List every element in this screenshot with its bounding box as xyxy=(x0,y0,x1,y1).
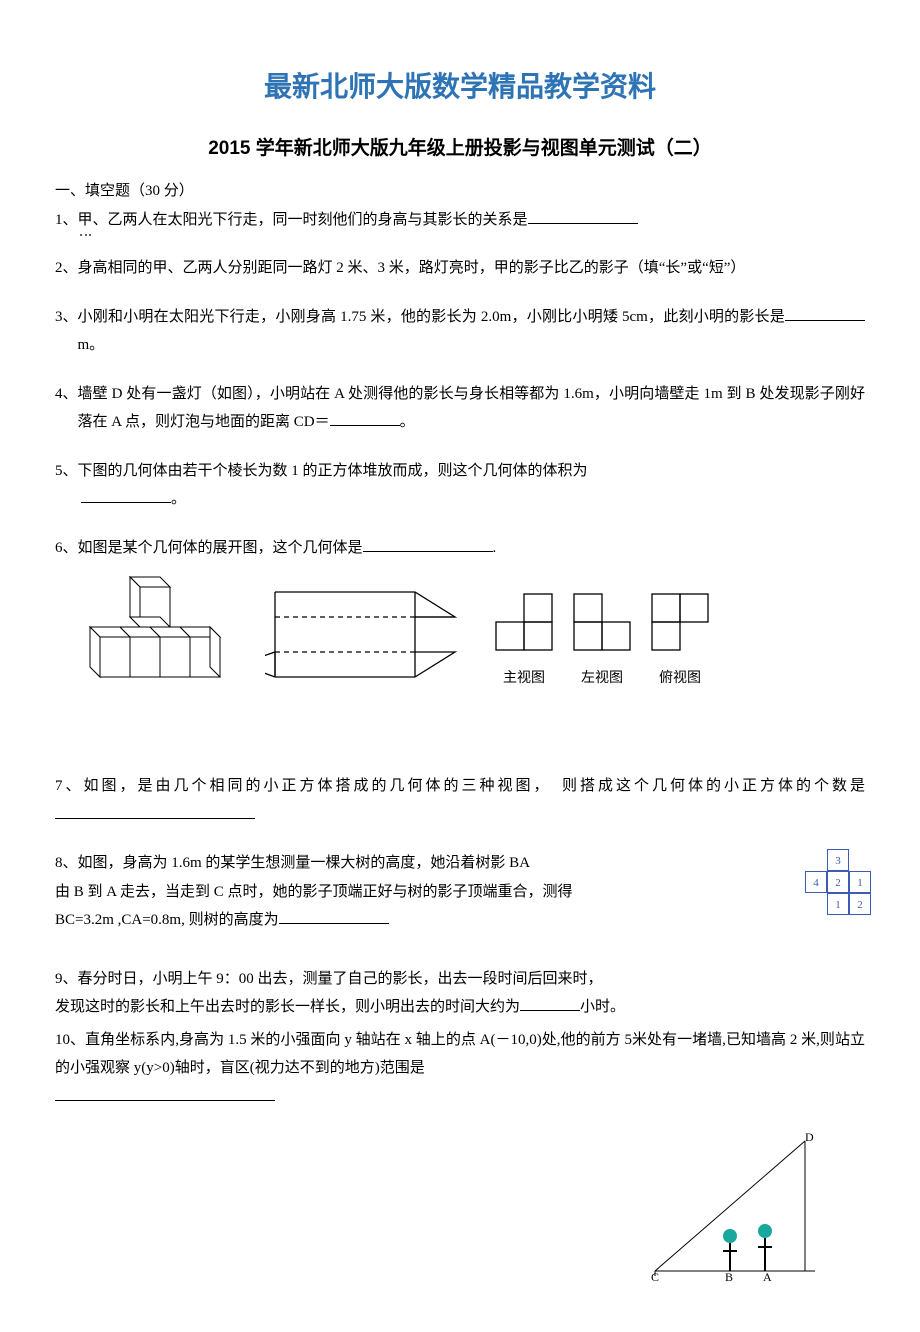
q8-text-c: BC=3.2m ,CA=0.8m, 则树的高度为 xyxy=(55,912,279,928)
prism-net-icon xyxy=(265,582,465,692)
question-3: 3、 小刚和小明在太阳光下行走，小刚身高 1.75 米，他的影长为 2.0m，小… xyxy=(55,303,865,360)
question-2: 2、 身高相同的甲、乙两人分别距同一路灯 2 米、3 米，路灯亮时，甲的影子比乙… xyxy=(55,254,865,283)
q9-unit: 小时。 xyxy=(580,999,625,1015)
q3-blank xyxy=(785,305,865,321)
q1-num: 1、 xyxy=(55,212,78,228)
q4-text: 墙壁 D 处有一盏灯（如图），小明站在 A 处测得他的影长与身长相等都为 1.6… xyxy=(78,386,865,431)
question-10: 10、直角坐标系内,身高为 1.5 米的小强面向 y 轴站在 x 轴上的点 A(… xyxy=(55,1026,865,1112)
q1-text-a: 甲 xyxy=(78,206,93,235)
label-C: C xyxy=(651,1270,659,1281)
left-view-icon xyxy=(573,593,631,651)
q10-text: 直角坐标系内,身高为 1.5 米的小强面向 y 轴站在 x 轴上的点 A(－10… xyxy=(55,1032,865,1077)
cubes-icon xyxy=(75,572,235,692)
q6-blank xyxy=(363,536,493,552)
grid-cell: 4 xyxy=(805,871,827,893)
q7-text: 如图，是由几个相同的小正方体搭成的几何体的三种视图， 则搭成这个几何体的小正方体… xyxy=(84,778,865,794)
q6-text: 如图是某个几何体的展开图，这个几何体是 xyxy=(78,540,363,556)
q9-num: 9、 xyxy=(55,971,78,987)
q4-num: 4、 xyxy=(55,380,78,437)
q9-text-a: 春分时日，小明上午 9：00 出去，测量了自己的影长，出去一段时间后回来时， xyxy=(78,971,603,987)
top-view-icon xyxy=(651,593,709,651)
question-4: 4、 墙壁 D 处有一盏灯（如图），小明站在 A 处测得他的影长与身长相等都为 … xyxy=(55,380,865,437)
question-1: 1、甲、乙两人在太阳光下行走，同一时刻他们的身高与其影长的关系是 xyxy=(55,206,865,235)
triangle-figure-icon: D C B A xyxy=(645,1131,825,1281)
q1-text-b: 、乙两人在太阳光下行走，同一时刻他们的身高与其影长的关系是 xyxy=(93,212,528,228)
grid-cell: 2 xyxy=(827,871,849,893)
page-title: 最新北师大版数学精品教学资料 xyxy=(55,60,865,113)
figure-row: 主视图 左视图 俯视图 xyxy=(75,572,865,692)
q3-text: 小刚和小明在太阳光下行走，小刚身高 1.75 米，他的影长为 2.0m，小刚比小… xyxy=(78,309,785,325)
question-9: 9、春分时日，小明上午 9：00 出去，测量了自己的影长，出去一段时间后回来时，… xyxy=(55,965,865,1022)
section-label: 一、填空题（30 分） xyxy=(55,177,865,206)
q5-tail: 。 xyxy=(171,491,186,507)
sub-title: 2015 学年新北师大版九年级上册投影与视图单元测试（二） xyxy=(55,131,865,167)
q4-tail: 。 xyxy=(400,414,415,430)
q4-blank xyxy=(330,410,400,426)
q5-text: 下图的几何体由若干个棱长为数 1 的正方体堆放而成，则这个几何体的体积为 xyxy=(78,463,588,479)
q2-num: 2、 xyxy=(55,254,78,283)
main-view-icon xyxy=(495,593,553,651)
q8-text-b: 由 B 到 A 走去，当走到 C 点时，她的影子顶端正好与树的影子顶端重合，测得 xyxy=(55,884,573,900)
q7-num: 7、 xyxy=(55,778,84,794)
label-A: A xyxy=(763,1270,772,1281)
q8-blank xyxy=(279,908,389,924)
grid-cell: 1 xyxy=(849,871,871,893)
grid-cell: 1 xyxy=(827,893,849,915)
q7-blank xyxy=(55,803,255,819)
q6-tail: . xyxy=(493,540,497,556)
main-view-label: 主视图 xyxy=(495,666,553,693)
question-5: 5、 下图的几何体由若干个棱长为数 1 的正方体堆放而成，则这个几何体的体积为 … xyxy=(55,457,865,514)
grid-cell: 2 xyxy=(849,893,871,915)
left-view-label: 左视图 xyxy=(573,666,631,693)
q10-figure-wrap: D C B A xyxy=(55,1131,865,1292)
top-view-label: 俯视图 xyxy=(651,666,709,693)
q5-blank xyxy=(81,487,171,503)
q10-blank xyxy=(55,1085,275,1101)
q2-text: 身高相同的甲、乙两人分别距同一路灯 2 米、3 米，路灯亮时，甲的影子比乙的影子… xyxy=(78,254,865,283)
question-7: 7、如图，是由几个相同的小正方体搭成的几何体的三种视图， 则搭成这个几何体的小正… xyxy=(55,772,865,829)
question-8: 342112 8、如图，身高为 1.6m 的某学生想测量一棵大树的高度，她沿着树… xyxy=(55,849,865,935)
q1-blank xyxy=(528,208,638,224)
q9-blank xyxy=(520,995,580,1011)
q10-num: 10、 xyxy=(55,1032,85,1048)
q8-text-a: 如图，身高为 1.6m 的某学生想测量一棵大树的高度，她沿着树影 BA xyxy=(78,855,531,871)
q5-num: 5、 xyxy=(55,457,78,486)
q8-grid: 342112 xyxy=(805,849,875,919)
q3-num: 3、 xyxy=(55,303,78,360)
question-6: 6、如图是某个几何体的展开图，这个几何体是. xyxy=(55,534,865,563)
label-D: D xyxy=(805,1131,814,1144)
q3-unit: m。 xyxy=(78,337,105,353)
three-views: 主视图 左视图 俯视图 xyxy=(495,593,709,692)
q6-num: 6、 xyxy=(55,540,78,556)
label-B: B xyxy=(725,1270,733,1281)
grid-cell: 3 xyxy=(827,849,849,871)
q9-text-b: 发现这时的影长和上午出去时的影长一样长，则小明出去的时间大约为 xyxy=(55,999,520,1015)
q8-num: 8、 xyxy=(55,855,78,871)
